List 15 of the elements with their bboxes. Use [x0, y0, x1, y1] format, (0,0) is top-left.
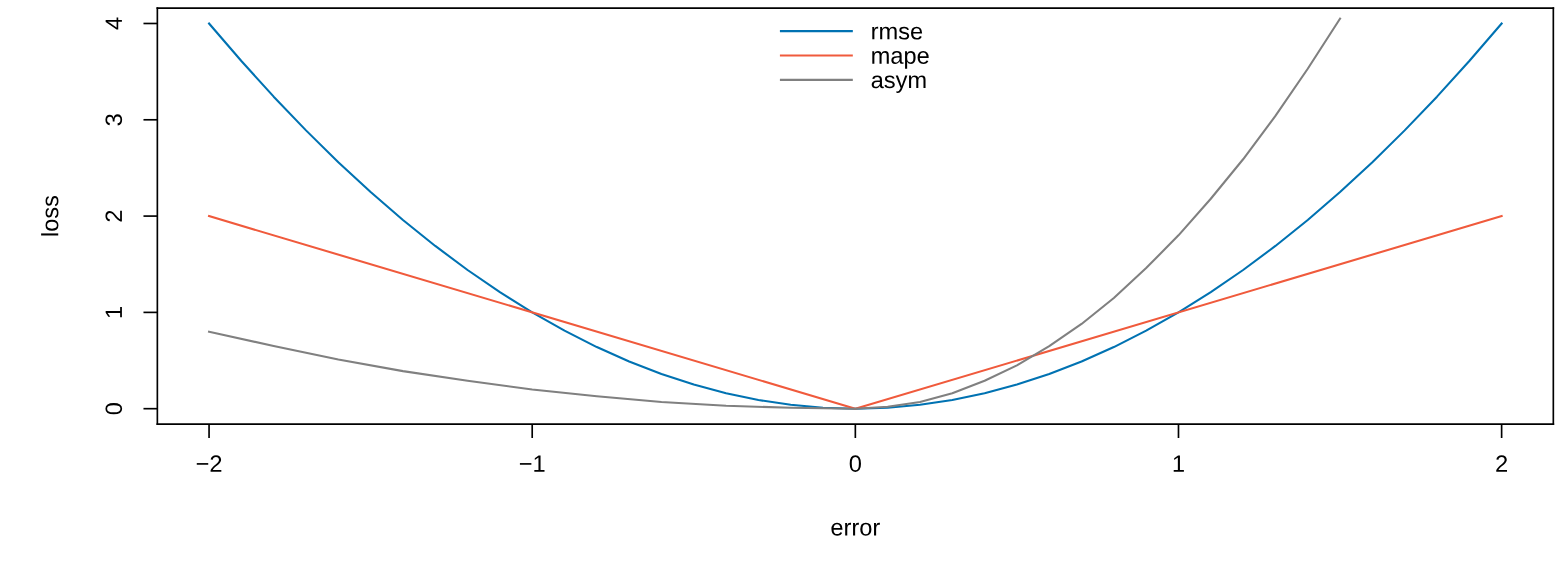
legend-label: mape — [872, 51, 929, 69]
x-tick-label: −2 — [196, 455, 222, 472]
legend-label: asym — [871, 75, 926, 93]
y-tick-label: 1 — [105, 306, 122, 318]
y-tick-label: 4 — [105, 17, 122, 30]
legend-label: rmse — [872, 26, 923, 40]
x-tick-label: 0 — [849, 455, 861, 472]
y-tick-label: 3 — [105, 114, 123, 126]
y-tick-label: 0 — [105, 403, 123, 415]
x-tick-label: 1 — [1173, 455, 1184, 472]
x-tick-label: −1 — [519, 455, 545, 472]
y-tick-label: 2 — [105, 210, 122, 222]
y-axis-title: loss — [41, 195, 59, 236]
x-tick-label: 2 — [1496, 455, 1507, 472]
x-axis-title: error — [831, 522, 880, 536]
